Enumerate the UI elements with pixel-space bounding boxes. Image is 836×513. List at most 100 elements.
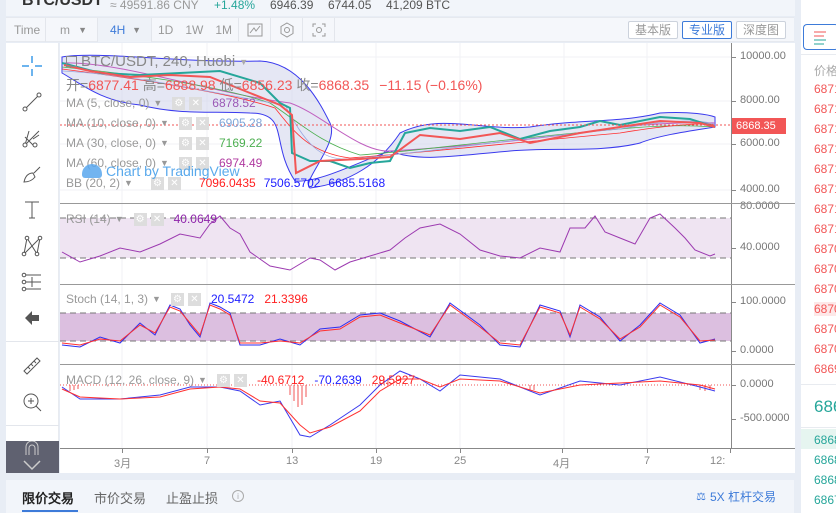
ask-row[interactable]: 6871 <box>814 82 836 96</box>
info-icon[interactable]: i <box>232 490 244 502</box>
ask-row[interactable]: 6870 <box>814 242 836 256</box>
low-label: 低= <box>219 77 242 93</box>
interval-1m[interactable]: 1M <box>209 17 240 42</box>
ruler-icon[interactable] <box>19 353 45 379</box>
close-icon[interactable]: ✕ <box>150 212 164 226</box>
ask-row[interactable]: 6871 <box>814 142 836 156</box>
low-value: 6856.23 <box>241 77 293 93</box>
measure-range-icon[interactable] <box>19 269 45 295</box>
time-label: 3月 <box>114 458 132 470</box>
tab-stop-order[interactable]: 止盈止损 <box>166 491 219 506</box>
rsi-value: 40.0649 <box>173 212 217 226</box>
tradingview-watermark[interactable]: Chart by TradingView <box>82 163 240 179</box>
text-icon[interactable] <box>19 197 45 223</box>
indicator-bb[interactable]: BB (20, 2) ▼ ⚙ ✕ 7096.0435 7506.5702 6685.… <box>66 176 386 190</box>
tab-market-order[interactable]: 市价交易 <box>94 491 147 506</box>
time-label: Time <box>6 17 46 42</box>
tradingview-chart[interactable]: BTC/USDT, 240, Huobi ▼ 开= 6877.41 高= 6888.… <box>60 43 795 473</box>
close-icon[interactable]: ✕ <box>195 136 209 150</box>
indicator-stoch[interactable]: Stoch (14, 1, 3) ▼ ⚙ ✕ 20.5472 21.3396 <box>66 292 308 306</box>
ask-row[interactable]: 6870 <box>814 322 836 336</box>
bid-row[interactable]: 6868 <box>814 433 836 447</box>
pane-divider[interactable] <box>60 284 795 285</box>
divider <box>6 425 59 426</box>
zoom-in-icon[interactable] <box>19 389 45 415</box>
change-percent: +1.48% <box>214 0 256 12</box>
gear-icon[interactable]: ⚙ <box>178 136 192 150</box>
pro-view-button[interactable]: 专业版 <box>681 21 732 39</box>
trend-line-icon[interactable] <box>19 89 45 115</box>
bid-row[interactable]: 6867 <box>814 493 836 507</box>
basic-view-button[interactable]: 基本版 <box>627 21 678 39</box>
ask-row[interactable]: 6871 <box>814 122 836 136</box>
pane-divider[interactable] <box>60 203 795 204</box>
indicator-rsi[interactable]: RSI (14) ▼ ⚙ ✕ 40.0649 <box>66 212 217 226</box>
gear-icon[interactable]: ⚙ <box>133 212 147 226</box>
brush-icon[interactable] <box>19 161 45 187</box>
interval-1d[interactable]: 1D <box>158 22 174 37</box>
minute-dropdown[interactable]: m ▼ <box>46 17 98 42</box>
rsi-pane <box>60 213 731 271</box>
depth-chart-button[interactable]: 深度图 <box>735 21 786 39</box>
time-axis[interactable]: 3月 7 13 19 25 4月 7 12: <box>60 448 795 473</box>
gear-icon[interactable]: ⚙ <box>178 156 192 170</box>
chart-title[interactable]: BTC/USDT, 240, Huobi ▼ <box>66 53 248 70</box>
bid-row[interactable]: 6868 <box>814 453 836 467</box>
tab-limit-order[interactable]: 限价交易 <box>22 491 75 506</box>
bid-row[interactable]: 6868 <box>814 473 836 487</box>
collapse-icon[interactable] <box>66 56 77 67</box>
hour-dropdown[interactable]: 4H ▼ <box>98 17 152 42</box>
ask-row[interactable]: 6870 <box>814 302 836 316</box>
time-label: 19 <box>370 455 383 467</box>
indicator-label: MACD (12, 26, close, 9) <box>66 373 195 387</box>
indicator-label: MA (5, close, 0) <box>66 96 150 110</box>
screenshot-icon[interactable] <box>303 17 336 42</box>
ask-row[interactable]: 6871 <box>814 102 836 116</box>
ask-row[interactable]: 6871 <box>814 222 836 236</box>
close-icon[interactable]: ✕ <box>195 156 209 170</box>
order-book: 价格 6871 6871 6871 6871 6871 6871 6871 68… <box>795 0 836 513</box>
leverage-trade-link[interactable]: ⚖ 5X 杠杆交易 <box>696 488 776 505</box>
pitchfork-icon[interactable] <box>19 125 45 151</box>
indicator-ma30[interactable]: MA (30, close, 0) ▼ ⚙ ✕ 7169.22 <box>66 136 263 150</box>
time-label: 4月 <box>553 458 571 470</box>
crosshair-icon[interactable] <box>19 53 45 79</box>
indicator-ma5[interactable]: MA (5, close, 0) ▼ ⚙ ✕ 6878.52 <box>66 96 256 110</box>
price-axis[interactable]: 10000.00 8000.00 6000.00 4000.00 80.0000… <box>731 43 795 473</box>
gear-icon[interactable]: ⚙ <box>172 96 186 110</box>
ask-row[interactable]: 6870 <box>814 342 836 356</box>
pane-divider[interactable] <box>60 364 795 365</box>
time-label: 7 <box>204 455 211 467</box>
ask-row[interactable]: 6869 <box>814 362 836 376</box>
ask-row[interactable]: 6870 <box>814 282 836 296</box>
close-icon[interactable]: ✕ <box>189 96 203 110</box>
pattern-icon[interactable] <box>19 233 45 259</box>
time-label: 25 <box>454 455 467 467</box>
close-icon[interactable]: ✕ <box>233 373 247 387</box>
ask-row[interactable]: 6871 <box>814 202 836 216</box>
gear-icon[interactable]: ⚙ <box>178 116 192 130</box>
chart-type-icon[interactable] <box>239 17 272 42</box>
ask-row[interactable]: 6871 <box>814 182 836 196</box>
gear-icon[interactable]: ⚙ <box>150 176 164 190</box>
order-book-layout-button[interactable] <box>803 24 836 50</box>
order-book-layout-icon <box>814 31 826 45</box>
magnet-button[interactable] <box>6 440 59 473</box>
ask-row[interactable]: 6871 <box>814 162 836 176</box>
indicator-ma60[interactable]: MA (60, close, 0) ▼ ⚙ ✕ 6974.49 <box>66 156 263 170</box>
close-value: 6868.35 <box>318 77 370 93</box>
interval-1w[interactable]: 1W <box>185 22 204 37</box>
close-icon[interactable]: ✕ <box>195 116 209 130</box>
gear-icon[interactable]: ⚙ <box>216 373 230 387</box>
back-arrow-icon[interactable] <box>19 305 45 331</box>
settings-hexagon-icon[interactable] <box>271 17 304 42</box>
indicator-macd[interactable]: MACD (12, 26, close, 9) ▼ ⚙ ✕ -40.6712 -70… <box>66 373 416 387</box>
indicator-ma10[interactable]: MA (10, close, 0) ▼ ⚙ ✕ 6905.28 <box>66 116 263 130</box>
stoch-pane <box>60 302 731 348</box>
axis-label: 100.0000 <box>740 295 786 307</box>
indicator-value: 6878.52 <box>212 96 256 110</box>
ask-row[interactable]: 6870 <box>814 262 836 276</box>
close-icon[interactable]: ✕ <box>187 292 201 306</box>
gear-icon[interactable]: ⚙ <box>170 292 184 306</box>
close-icon[interactable]: ✕ <box>167 176 181 190</box>
